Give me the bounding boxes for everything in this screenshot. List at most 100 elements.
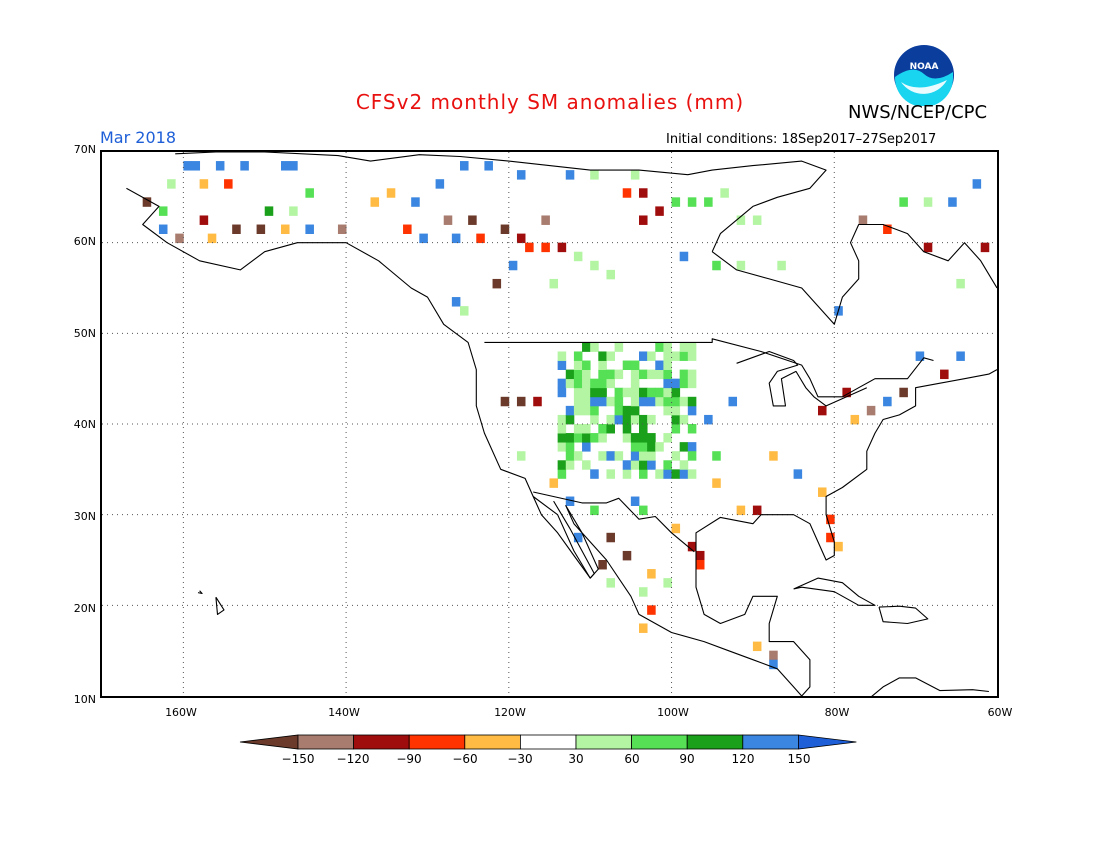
coastline [484,338,934,398]
anomaly-cell [630,414,640,425]
anomaly-cell [704,197,713,207]
anomaly-cell [606,396,615,407]
coastline [695,369,997,696]
anomaly-cell [175,233,184,244]
colorbar-tick-label: −30 [507,752,533,766]
lon-label: 140W [328,706,360,719]
anomaly-cell [639,469,648,479]
anomaly-cell [630,387,640,398]
anomaly-cell [655,442,664,452]
colorbar-segment [408,734,466,750]
anomaly-cell [370,197,380,207]
anomaly-cell [671,351,681,361]
anomaly-cell [704,414,713,425]
anomaly-cell [777,260,786,271]
anomaly-cell [655,206,664,216]
anomaly-cell [557,414,567,425]
anomaly-cell [622,188,632,198]
anomaly-cell [883,224,892,234]
anomaly-cell [826,532,835,543]
anomaly-cell [557,424,567,434]
anomaly-cell [923,242,933,253]
anomaly-cell [215,161,225,171]
anomaly-cell [573,405,583,416]
noaa-logo: NOAA [893,44,955,107]
initial-conditions-label: Initial conditions: 18Sep2017–27Sep2017 [666,132,937,147]
anomaly-cell [557,387,567,398]
anomaly-cell [598,433,607,443]
anomaly-cell [582,369,591,380]
anomaly-cell [622,414,632,425]
anomaly-cell [639,369,648,380]
anomaly-cell [663,369,672,380]
anomaly-cell [655,369,664,380]
anomaly-cell [769,451,778,461]
anomaly-cell [671,405,681,416]
coastlines [126,152,997,696]
anomaly-cell [647,460,656,470]
anomaly-cell [679,351,689,361]
anomaly-cell [647,387,656,398]
anomaly-cell [883,396,892,407]
anomaly-cell [687,469,697,479]
anomaly-cell [639,505,648,516]
anomaly-cell [590,414,599,425]
anomaly-cell [590,378,599,389]
anomaly-cell [752,505,762,516]
anomaly-cell [232,224,241,234]
anomaly-cell [598,560,607,570]
anomaly-cell [289,206,298,216]
anomaly-cell [630,433,640,443]
lat-label: 40N [73,418,96,431]
anomaly-cell [468,215,477,225]
anomaly-cell [663,351,672,361]
chart-title: CFSv2 monthly SM anomalies (mm) [355,90,745,114]
anomaly-cell [443,215,453,225]
anomaly-cell [403,224,412,234]
colorbar-arrow-high [798,734,857,750]
anomaly-cell [590,505,599,516]
anomaly-cell [541,242,550,253]
coastline [711,223,997,325]
anomaly-cell [679,342,689,352]
anomaly-cell [582,460,591,470]
anomaly-cell [915,351,925,361]
anomaly-cell [687,424,697,434]
anomaly-cell [826,514,835,525]
anomaly-cell [663,433,672,443]
anomaly-cell [565,460,575,470]
anomaly-cell [655,387,664,398]
anomaly-cell [451,297,461,307]
anomaly-cell [419,233,428,244]
anomaly-cell [630,405,640,416]
anomaly-cell [639,387,648,398]
anomaly-cell [899,387,908,398]
colorbar-segment [464,734,521,750]
anomaly-cell [142,197,152,207]
anomaly-cell [671,424,681,434]
anomaly-cell [671,197,681,207]
anomaly-cell [842,387,851,398]
colorbar-tick-label: −90 [396,752,422,766]
coastline [215,596,225,615]
anomaly-cell [565,414,575,425]
anomaly-cell [598,351,607,361]
anomaly-cell [582,396,591,407]
anomaly-cell [858,215,868,225]
anomaly-cell [663,578,672,588]
anomaly-cell [630,360,640,370]
anomaly-cell [557,460,567,470]
coastline [736,350,868,407]
anomaly-cell [622,460,632,470]
colorbar-tick-label: −120 [336,752,370,766]
anomaly-cell [728,396,738,407]
anomaly-cell [484,161,493,171]
anomaly-cell [769,659,778,670]
anomaly-cell [500,396,510,407]
anomaly-cell [606,378,615,389]
anomaly-cell [289,161,298,171]
anomaly-cell [590,469,599,479]
anomaly-cell [614,414,624,425]
anomaly-cell [565,433,575,443]
anomaly-cell [679,442,689,452]
